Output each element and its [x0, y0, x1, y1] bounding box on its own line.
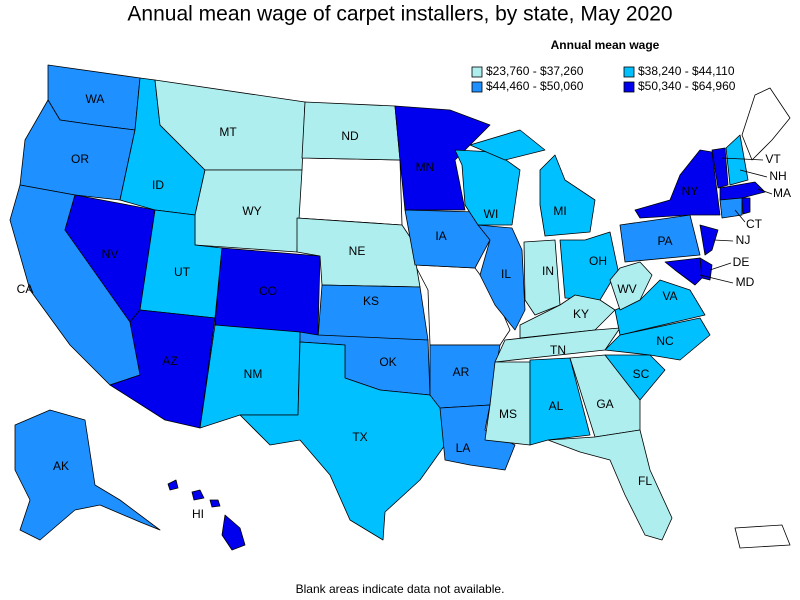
state-shape: [194, 169, 303, 253]
state-shape: [741, 87, 791, 161]
legend-swatch: [623, 81, 635, 93]
no-data-areas: [296, 87, 791, 549]
state-shape: [167, 479, 179, 491]
state-shape: [719, 181, 766, 201]
state-label: MS: [499, 407, 517, 421]
state-label: HI: [192, 507, 204, 521]
state-shape: [619, 214, 701, 263]
state-shape: [547, 429, 673, 541]
state-label: AR: [453, 365, 470, 379]
leader-line: [699, 274, 734, 284]
state-label: KS: [363, 294, 379, 308]
legend-title: Annual mean wage: [551, 38, 660, 52]
state-label: AL: [549, 399, 564, 413]
state-shape: [14, 409, 161, 541]
state-label: VA: [662, 289, 677, 303]
state-label: WY: [242, 204, 261, 218]
territory-shape: [734, 524, 791, 549]
legend-label: $38,240 - $44,110: [638, 64, 735, 78]
state-shape: [523, 239, 561, 316]
leader-line: [739, 169, 768, 178]
state-shape: [221, 514, 246, 551]
state-label: KY: [573, 307, 589, 321]
state-label: OH: [589, 254, 607, 268]
state-label: CA: [17, 282, 34, 296]
state-label: AK: [53, 459, 69, 473]
state-label: IA: [435, 229, 446, 243]
footnote: Blank areas indicate data not available.: [296, 582, 505, 596]
state-label: IL: [501, 267, 511, 281]
state-shape: [296, 157, 403, 226]
leader-line: [734, 209, 746, 223]
state-label: NY: [682, 184, 699, 198]
state-shape: [484, 361, 531, 446]
state-shape: [664, 257, 703, 286]
state-label: NE: [349, 244, 366, 258]
state-shape: [404, 209, 491, 269]
leader-line: [721, 157, 764, 161]
state-label: MA: [773, 186, 791, 200]
state-shape: [725, 134, 749, 186]
state-label: FL: [638, 474, 652, 488]
state-shape: [529, 357, 591, 446]
state-label: NH: [769, 169, 786, 183]
state-shape: [699, 224, 719, 256]
legend-swatch: [471, 66, 483, 78]
state-shape: [719, 197, 743, 219]
leader-line: [709, 262, 732, 271]
state-label: WA: [86, 92, 105, 106]
state-label: NV: [102, 247, 119, 261]
state-shape: [477, 224, 526, 331]
state-label: OR: [71, 152, 89, 166]
legend-label: $50,340 - $64,960: [638, 79, 736, 93]
state-shape: [609, 261, 653, 311]
state-label: MD: [736, 275, 755, 289]
state-label: LA: [456, 441, 471, 455]
state-shape: [109, 309, 216, 429]
state-shape: [741, 197, 751, 215]
leader-line: [713, 239, 734, 242]
state-label: DE: [733, 255, 750, 269]
state-label: MT: [219, 125, 237, 139]
state-label: MN: [416, 160, 435, 174]
state-label: VT: [765, 152, 781, 166]
map-title: Annual mean wage of carpet installers, b…: [127, 3, 672, 26]
state-shape: [539, 154, 596, 237]
state-label: PA: [657, 234, 672, 248]
leader-line: [757, 188, 773, 195]
legend-swatch: [471, 81, 483, 93]
state-label: IN: [542, 264, 554, 278]
state-label: NC: [656, 334, 674, 348]
state-shape: [394, 105, 491, 211]
state-label: AZ: [162, 354, 177, 368]
state-label: WI: [484, 207, 499, 221]
state-label: NJ: [736, 233, 751, 247]
state-label: GA: [596, 397, 613, 411]
state-label: TX: [352, 430, 367, 444]
state-label: WV: [617, 282, 636, 296]
state-label: CO: [259, 284, 277, 298]
state-label: SC: [633, 367, 650, 381]
legend-label: $44,460 - $50,060: [486, 79, 584, 93]
state-label: MI: [553, 204, 566, 218]
state-shape: [191, 489, 205, 501]
legend-label: $23,760 - $37,260: [486, 64, 584, 78]
state-label: CT: [746, 217, 763, 231]
state-shape: [239, 341, 446, 541]
state-shape: [494, 327, 621, 363]
state-label: ID: [152, 178, 164, 192]
state-label: NM: [244, 367, 263, 381]
state-shape: [604, 354, 666, 401]
state-label: TN: [550, 343, 566, 357]
state-shape: [634, 149, 721, 219]
state-shape: [209, 499, 221, 508]
state-label: ND: [341, 129, 359, 143]
state-shape: [469, 129, 546, 161]
state-label: UT: [174, 265, 191, 279]
state-label: OK: [379, 355, 396, 369]
legend-swatch: [623, 66, 635, 78]
